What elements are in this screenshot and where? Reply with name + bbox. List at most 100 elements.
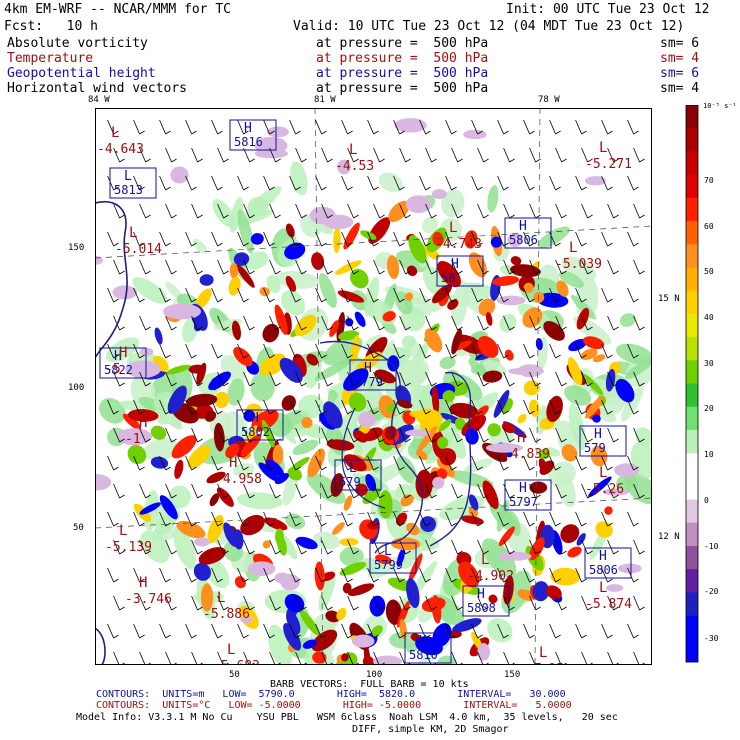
wind-barb	[217, 147, 229, 163]
wind-barb	[477, 371, 489, 387]
wind-barb	[139, 483, 151, 499]
wind-barb	[185, 119, 197, 135]
vorticity-cell	[604, 506, 613, 515]
height-box	[349, 359, 397, 391]
height-box	[369, 542, 417, 574]
wind-barb	[529, 595, 541, 611]
vorticity-cell	[150, 425, 167, 440]
vorticity-cell	[501, 422, 516, 434]
wind-barb	[471, 231, 483, 247]
wind-barb	[445, 175, 457, 191]
wind-barb	[107, 287, 119, 303]
wind-barb	[289, 231, 301, 247]
height-box	[436, 255, 484, 287]
vorticity-cell	[354, 311, 366, 327]
colorbar-cell	[686, 313, 698, 338]
vorticity-cell	[285, 513, 306, 530]
vorticity-cell	[617, 563, 642, 574]
wind-barb	[295, 203, 307, 219]
vorticity-cell	[432, 476, 445, 489]
wind-barb	[419, 567, 431, 583]
colorbar-cell	[686, 638, 698, 663]
wind-barb	[191, 595, 203, 611]
wind-barb	[367, 567, 379, 583]
wind-barb	[243, 203, 255, 219]
wind-barb	[633, 315, 645, 331]
wind-barb	[601, 399, 613, 415]
vorticity-cell	[227, 378, 245, 406]
vorticity-cell	[460, 515, 484, 525]
wind-barb	[113, 315, 125, 331]
wind-barb	[347, 147, 359, 163]
vorticity-cell	[602, 488, 629, 496]
temperature-symbol: H	[139, 575, 147, 591]
wind-barb	[321, 483, 333, 499]
colorbar-tick: 70	[704, 176, 714, 185]
vorticity-cell	[491, 275, 520, 286]
wind-barb	[263, 231, 275, 247]
vorticity-cell	[350, 334, 360, 364]
vorticity-cell	[236, 492, 283, 510]
wind-barb	[295, 259, 307, 275]
valid-time: Valid: 10 UTC Tue 23 Oct 12 (04 MDT Tue …	[293, 19, 685, 34]
wind-barb	[575, 287, 587, 303]
temperature-symbol: H	[139, 415, 147, 431]
wind-barb	[471, 455, 483, 471]
height-box	[404, 632, 452, 664]
wind-barb	[445, 343, 457, 359]
wind-barb	[445, 119, 457, 135]
model-title: 4km EM-WRF -- NCAR/MMM for TC	[4, 2, 231, 17]
colorbar-cell	[686, 615, 698, 640]
wind-barb	[263, 455, 275, 471]
wind-barb	[581, 427, 593, 443]
wind-barb	[607, 147, 619, 163]
temperature-symbol: L	[569, 240, 577, 256]
wind-barb	[321, 203, 333, 219]
wind-barb	[113, 203, 125, 219]
colorbar-cell	[686, 592, 698, 616]
height-symbol: L	[349, 461, 357, 476]
wind-barb	[393, 119, 405, 135]
height-value: 5816	[234, 135, 263, 149]
wind-barb	[575, 343, 587, 359]
wind-barb	[425, 147, 437, 163]
temperature-value: -5.039	[555, 257, 602, 272]
vorticity-cell	[187, 445, 211, 469]
colorbar-cell	[686, 383, 698, 408]
colorbar-cell	[686, 221, 698, 245]
temperature-value: -5.886	[203, 607, 250, 622]
temperature-value: -4.839	[503, 447, 550, 462]
wind-barb	[133, 231, 145, 247]
wind-barb	[269, 259, 281, 275]
wind-barb	[347, 427, 359, 443]
wind-barb	[347, 483, 359, 499]
vorticity-cell	[313, 531, 341, 550]
vorticity-cell	[343, 368, 369, 391]
wind-barb	[627, 119, 639, 135]
vorticity-cell	[405, 195, 432, 213]
vorticity-cell	[234, 576, 246, 589]
colorbar: 70 60 50 40 30 20 10 0 -10 -20 -30	[685, 105, 719, 663]
vorticity-cell	[192, 238, 208, 254]
vorticity-cell	[274, 271, 320, 289]
wind-barb	[113, 371, 125, 387]
wind-barb	[289, 455, 301, 471]
vorticity-cell	[396, 455, 418, 484]
wind-barb	[295, 539, 307, 555]
vorticity-cell	[170, 166, 189, 184]
wind-barb	[237, 511, 249, 527]
vorticity-cell	[374, 369, 396, 384]
height-value: 5797	[509, 495, 538, 509]
wind-barb	[347, 595, 359, 611]
height-value: 579	[339, 475, 361, 489]
wind-barb	[185, 455, 197, 471]
vorticity-cell	[284, 242, 306, 260]
wind-barb	[237, 119, 249, 135]
wind-barb	[575, 231, 587, 247]
wind-barb	[373, 595, 385, 611]
colorbar-tick: 50	[704, 267, 714, 276]
vorticity-cell	[441, 189, 465, 218]
vorticity-cell	[337, 159, 351, 175]
wind-barb	[627, 399, 639, 415]
wind-barb	[523, 623, 535, 639]
